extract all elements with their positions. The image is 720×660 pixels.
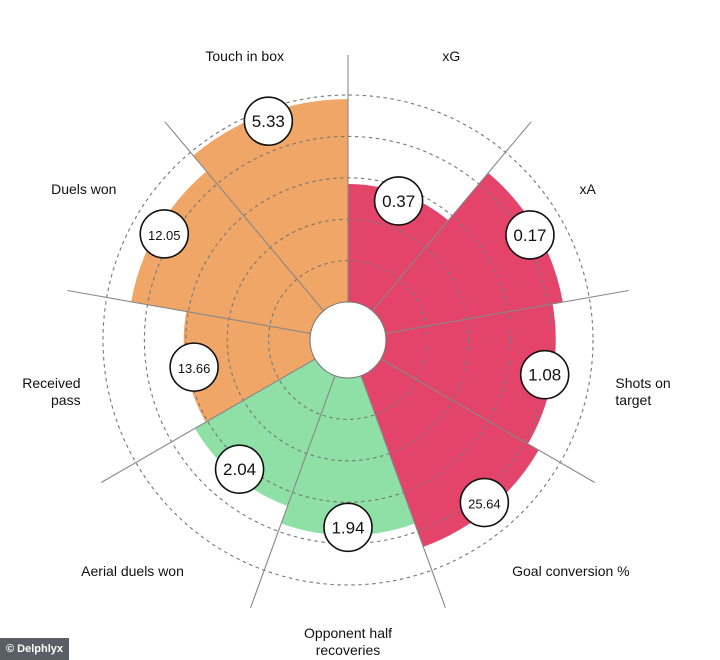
wedge-touch-in-box [193, 99, 348, 311]
badge-circle [323, 502, 373, 553]
category-label-goal-conversion-pct: Goal conversion % [512, 563, 630, 580]
value-label: 12.05 [148, 228, 181, 243]
grid-ring-5 [102, 94, 594, 586]
category-label-line: Received [22, 375, 81, 392]
category-label-line: pass [51, 392, 81, 409]
value-label: 1.08 [528, 366, 561, 385]
spoke-4 [360, 375, 446, 609]
category-label-line: Duels won [51, 180, 117, 197]
badge-circle [459, 477, 510, 528]
category-label-line: xG [442, 47, 461, 64]
spoke-7 [67, 289, 311, 334]
badge-circle [243, 96, 294, 146]
value-badge-aerial-duels-won: 2.04 [214, 444, 265, 495]
category-label-aerial-duels-won: Aerial duels won [81, 563, 184, 580]
value-label: 13.66 [178, 361, 211, 376]
badge-circle [373, 176, 424, 226]
category-label-touch-in-box: Touch in box [205, 48, 284, 65]
wedge-layer [131, 99, 563, 547]
category-label-shots-on-target: Shots on target [615, 375, 670, 409]
value-badge-received-pass: 13.66 [169, 342, 219, 392]
category-label-line: Shots on [615, 375, 671, 392]
value-badge-shots-on-target: 1.08 [519, 349, 570, 400]
spoke-2 [385, 289, 629, 334]
category-label-xg: xG [442, 48, 460, 65]
category-label-line: Touch in box [205, 47, 285, 64]
category-label-received-pass: Received pass [22, 375, 80, 409]
badge-circle [214, 444, 265, 495]
value-badge-xg: 0.37 [373, 176, 424, 226]
category-label-line: target [615, 392, 652, 409]
value-label: 5.33 [252, 112, 285, 131]
category-label-duels-won: Duels won [51, 181, 116, 198]
category-label-opponent-half-recoveries: Opponent half recoveries [304, 625, 392, 659]
value-label: 25.64 [468, 497, 501, 512]
value-label: 0.17 [513, 226, 546, 245]
value-badge-opponent-half-recoveries: 1.94 [323, 502, 373, 553]
value-badge-goal-conversion-pct: 25.64 [459, 477, 510, 528]
spoke-1 [372, 121, 532, 312]
value-label: 1.94 [331, 518, 364, 537]
spoke-3 [380, 358, 596, 483]
value-label: 0.37 [382, 192, 415, 211]
spoke-layer [67, 55, 629, 609]
category-label-line: Opponent half [304, 625, 392, 641]
category-label-line: Aerial duels won [81, 562, 184, 579]
badge-circle [505, 210, 555, 260]
wedge-shots-on-target [380, 303, 556, 444]
wedge-duels-won [131, 171, 324, 334]
spoke-6 [100, 358, 316, 483]
badge-circle [169, 342, 219, 392]
watermark: © Delphlyx [0, 638, 70, 660]
spoke-8 [164, 121, 324, 312]
category-label-line: recoveries [315, 642, 381, 658]
category-label-xa: xA [580, 181, 596, 198]
value-badge-touch-in-box: 5.33 [243, 96, 294, 146]
value-label: 2.04 [223, 460, 256, 479]
value-badge-xa: 0.17 [505, 210, 555, 260]
category-label-line: Goal conversion % [512, 562, 630, 579]
badge-circle [519, 349, 570, 400]
value-badge-duels-won: 12.05 [139, 209, 190, 259]
value-badge-layer: 0.37 0.17 1.08 25.64 1.94 2.04 13.66 12.05 5.33 [139, 96, 570, 553]
spoke-5 [250, 375, 336, 609]
wedge-received-pass [183, 311, 316, 423]
wedge-opponent-half-recoveries [281, 375, 415, 536]
wedge-xa [372, 172, 563, 334]
wedge-xg [348, 184, 449, 311]
badge-circle [139, 209, 190, 259]
centre-hole [309, 301, 387, 379]
category-label-line: xA [579, 180, 596, 197]
